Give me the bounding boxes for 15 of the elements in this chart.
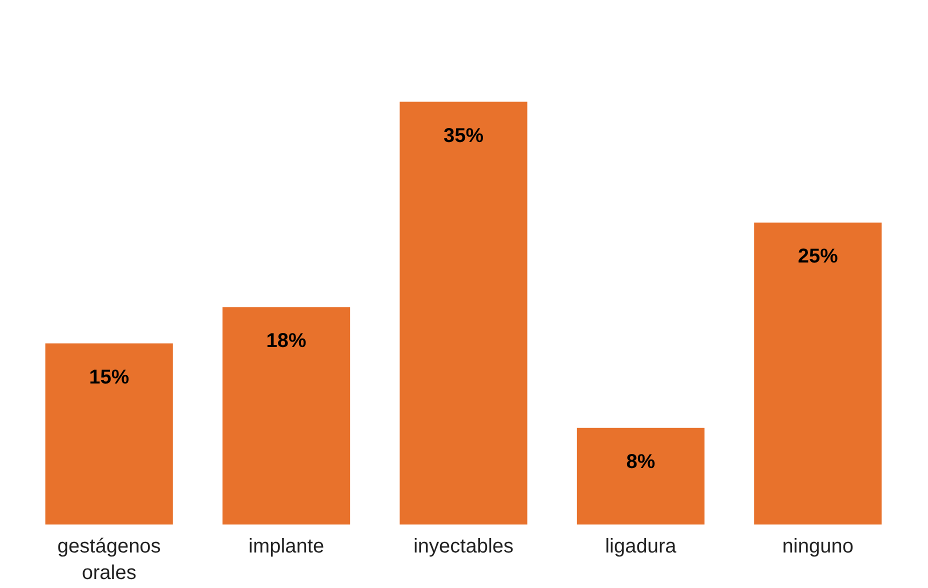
x-tick-label: implante xyxy=(248,536,324,558)
bar xyxy=(222,307,350,524)
bar xyxy=(576,428,704,524)
data-label: 35% xyxy=(443,124,484,147)
x-tick-label: inyectables xyxy=(413,536,514,558)
data-label: 25% xyxy=(798,246,838,268)
data-label: 8% xyxy=(626,450,656,473)
x-tick-label: ligadura xyxy=(605,536,678,558)
bar xyxy=(45,343,173,524)
x-tick-label: gestágenos orales xyxy=(57,536,161,584)
bar xyxy=(400,102,528,524)
data-label: 15% xyxy=(89,366,130,388)
data-label: 18% xyxy=(266,330,307,352)
x-tick-label: ninguno xyxy=(782,536,854,558)
bar xyxy=(754,222,882,524)
